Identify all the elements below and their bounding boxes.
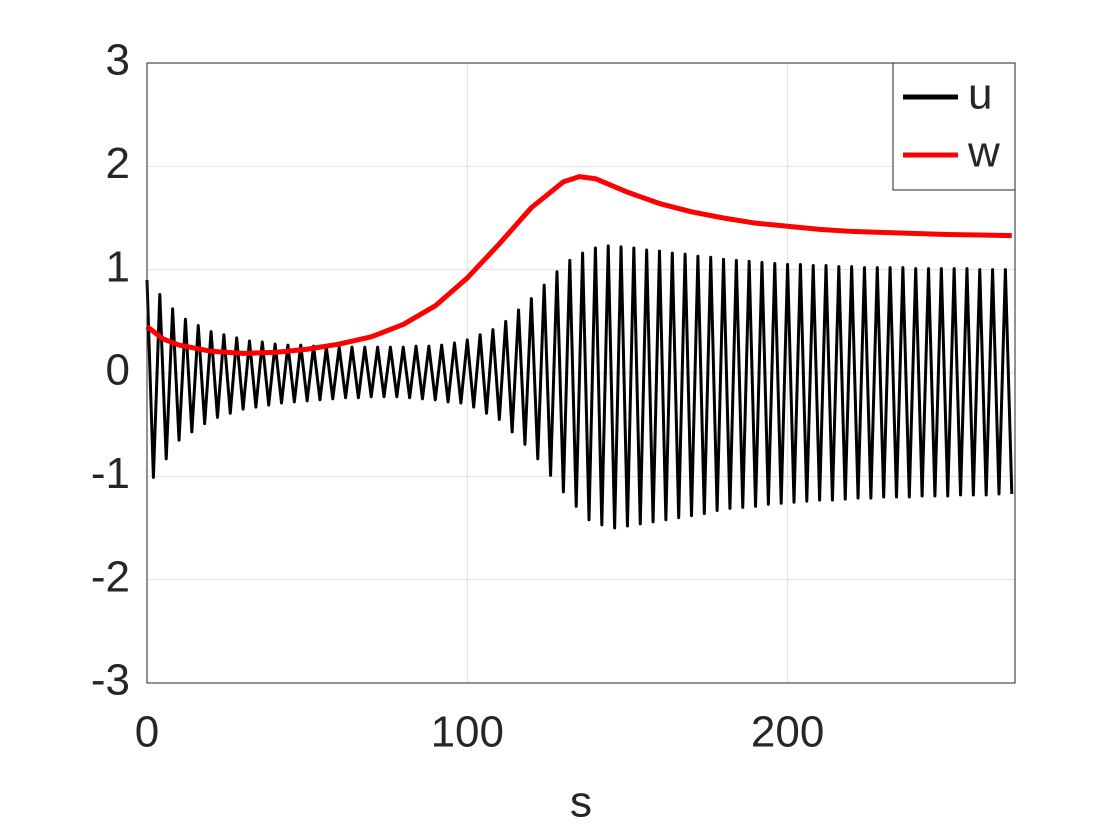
y-tick-label: 3 [106, 36, 130, 85]
y-tick-label: -3 [91, 656, 130, 705]
y-tick-label: -1 [91, 449, 130, 498]
y-tick-label: 1 [106, 242, 130, 291]
legend-box [892, 62, 1016, 191]
series-line [145, 174, 1012, 356]
series-line [145, 244, 1014, 530]
x-axis-label: s [570, 778, 592, 827]
y-tick-label: 2 [106, 139, 130, 188]
legend-label: u [968, 70, 992, 119]
axes-box [146, 62, 1016, 684]
y-tick-label: 0 [106, 346, 130, 395]
legend-label: w [967, 128, 1000, 177]
x-tick-label: 100 [431, 708, 504, 757]
x-tick-label: 200 [751, 708, 824, 757]
x-tick-label: 0 [135, 708, 159, 757]
y-tick-label: -2 [91, 552, 130, 601]
